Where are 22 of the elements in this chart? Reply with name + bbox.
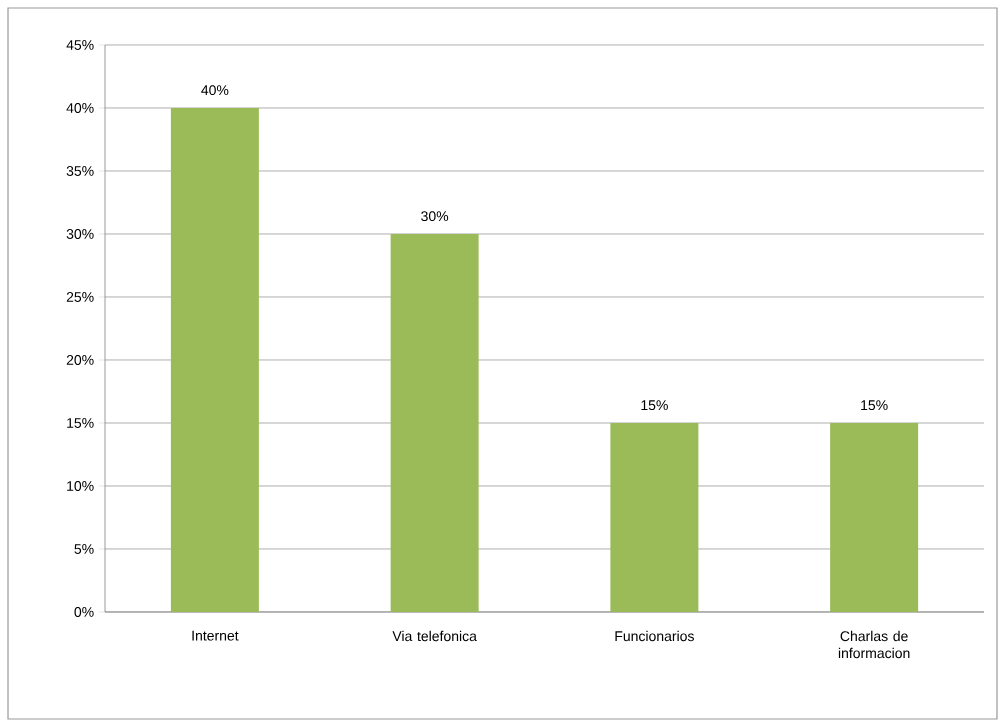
y-tick-label: 30%: [66, 229, 94, 239]
x-tick-label: Via telefonica: [392, 630, 477, 642]
y-tick-label: 15%: [67, 418, 94, 428]
x-tick-label: Charlas de informacion: [838, 630, 910, 659]
y-tick-label: 40%: [66, 103, 94, 113]
data-label: 15%: [861, 400, 888, 411]
bar: [390, 233, 479, 612]
y-tick-label: 45%: [66, 40, 94, 50]
data-label: 40%: [201, 85, 229, 96]
bar: [610, 422, 699, 612]
bar: [830, 422, 919, 612]
y-tick-label: 35%: [66, 166, 94, 176]
x-tick-label: Funcionarios: [615, 630, 694, 642]
y-tick-label: 0%: [74, 607, 94, 617]
y-tick-label: 10%: [67, 481, 94, 491]
y-tick-label: 20%: [66, 355, 94, 365]
data-label: 15%: [641, 400, 668, 411]
data-label: 30%: [421, 211, 449, 222]
y-tick-label: 5%: [74, 544, 94, 554]
x-tick-label: Internet: [192, 630, 239, 641]
bar: [170, 107, 259, 612]
y-tick-label: 25%: [66, 292, 94, 302]
